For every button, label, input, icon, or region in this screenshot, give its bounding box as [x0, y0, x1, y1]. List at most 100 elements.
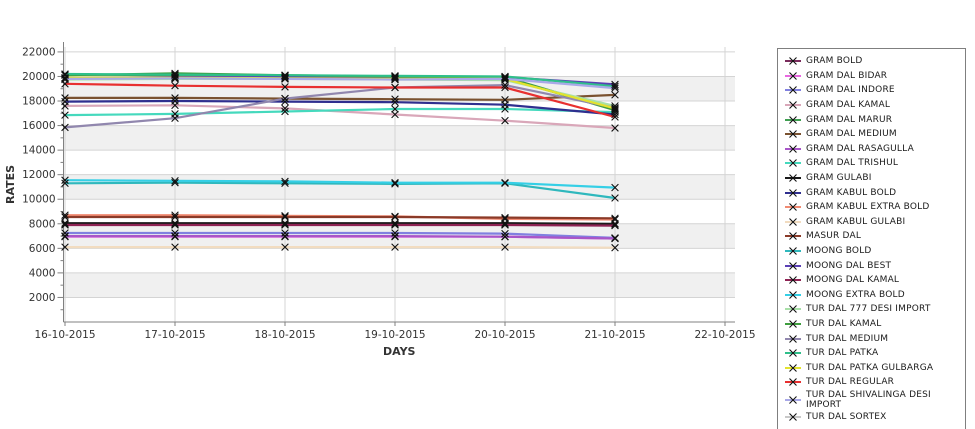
legend-swatch	[785, 86, 801, 95]
point-marker-x-icon	[611, 234, 619, 243]
line-marker-x-icon	[784, 85, 806, 95]
x-axis-title: DAYS	[383, 345, 416, 358]
point-marker-x-icon	[391, 105, 399, 113]
legend-swatch	[785, 413, 801, 421]
point-marker-x-icon	[501, 213, 509, 222]
point-marker-x-icon	[61, 229, 69, 237]
legend-swatch	[785, 217, 801, 226]
point-marker-x-icon	[391, 232, 399, 240]
point-marker-x-icon	[501, 100, 509, 109]
series-line	[65, 246, 616, 249]
legend-item-label: TUR DAL PATKA	[806, 348, 879, 359]
legend-swatch	[785, 349, 801, 358]
series-line	[65, 231, 616, 239]
legend-item-label: MASUR DAL	[806, 231, 862, 242]
legend-item: GRAM KABUL GULABI	[784, 215, 961, 230]
legend-item: MOONG DAL BEST	[784, 258, 961, 273]
series-line	[64, 82, 616, 119]
point-marker-x-icon	[281, 71, 289, 80]
legend-item: TUR DAL KAMAL	[784, 317, 961, 332]
legend-swatch	[785, 57, 801, 66]
point-marker-x-icon	[171, 221, 179, 229]
legend-item-label: GRAM DAL TRISHUL	[806, 158, 899, 169]
point-marker-x-icon	[171, 219, 179, 227]
point-marker-x-icon	[611, 215, 619, 224]
point-marker-x-icon	[281, 213, 289, 221]
point-marker-x-icon	[391, 98, 399, 107]
legend-swatch	[785, 395, 801, 404]
point-marker-x-icon	[501, 75, 509, 83]
legend-swatch	[785, 247, 801, 255]
series-line	[64, 107, 616, 117]
legend-item: GRAM KABUL BOLD	[784, 185, 961, 200]
y-tick-label: 18000	[22, 96, 55, 108]
point-marker-x-icon	[611, 91, 619, 99]
line-marker-x-icon	[784, 290, 806, 300]
line-marker-x-icon	[784, 275, 806, 285]
point-marker-x-icon	[501, 229, 509, 238]
line-marker-x-icon	[784, 129, 806, 139]
point-marker-x-icon	[611, 104, 619, 113]
legend-item: GRAM DAL MARUR	[784, 112, 961, 127]
legend-item: GRAM DAL RASAGULLA	[784, 142, 961, 157]
legend-item: GRAM DAL KAMAL	[784, 98, 961, 113]
line-marker-x-icon	[784, 188, 806, 198]
x-tick-label: 17-10-2015	[144, 329, 205, 341]
point-marker-x-icon	[171, 114, 179, 122]
line-marker-x-icon	[784, 319, 806, 329]
point-marker-x-icon	[281, 73, 289, 81]
point-marker-x-icon	[171, 74, 179, 83]
legend-item-label: MOONG DAL BEST	[806, 260, 892, 271]
point-marker-x-icon	[61, 211, 69, 219]
point-marker-x-icon	[281, 243, 289, 251]
legend-item-label: TUR DAL KAMAL	[806, 318, 882, 329]
line-marker-x-icon	[784, 100, 806, 110]
point-marker-x-icon	[61, 221, 69, 229]
point-marker-x-icon	[61, 97, 69, 106]
line-marker-x-icon	[784, 304, 806, 314]
y-tick-label: 6000	[29, 243, 56, 255]
series-line	[64, 181, 616, 200]
point-marker-x-icon	[61, 94, 69, 102]
legend-swatch	[785, 159, 801, 168]
point-marker-x-icon	[611, 214, 619, 223]
legend-swatch	[785, 334, 801, 343]
point-marker-x-icon	[171, 178, 179, 187]
point-marker-x-icon	[611, 80, 619, 89]
point-marker-x-icon	[391, 178, 399, 187]
legend-item-label: GRAM DAL KAMAL	[806, 100, 891, 111]
x-tick-label: 21-10-2015	[584, 329, 645, 341]
point-marker-x-icon	[171, 211, 179, 219]
point-marker-x-icon	[281, 104, 289, 113]
legend-item: TUR DAL MEDIUM	[784, 331, 961, 346]
legend-swatch	[785, 203, 801, 212]
legend-item-label: GRAM DAL BIDAR	[806, 70, 888, 81]
x-tick-label: 19-10-2015	[364, 329, 425, 341]
y-tick-label: 4000	[29, 267, 56, 279]
legend-item-label: GRAM DAL MEDIUM	[806, 129, 897, 140]
legend-item-label: MOONG EXTRA BOLD	[806, 289, 905, 300]
line-marker-x-icon	[784, 56, 806, 66]
series-line	[64, 179, 616, 189]
point-marker-x-icon	[611, 124, 619, 132]
point-marker-x-icon	[501, 73, 509, 82]
point-marker-x-icon	[281, 219, 289, 227]
point-marker-x-icon	[281, 229, 289, 237]
point-marker-x-icon	[281, 212, 289, 220]
legend-swatch	[785, 174, 801, 182]
point-marker-x-icon	[281, 179, 289, 188]
point-marker-x-icon	[611, 113, 619, 121]
x-tick-label: 22-10-2015	[694, 329, 755, 341]
line-marker-x-icon	[784, 158, 806, 168]
point-marker-x-icon	[281, 177, 289, 186]
legend-item-label: GRAM DAL MARUR	[806, 114, 893, 125]
legend-item-label: TUR DAL MEDIUM	[806, 333, 889, 344]
point-marker-x-icon	[501, 215, 509, 223]
y-tick-label: 22000	[22, 46, 55, 58]
legend-item-label: TUR DAL SHIVALINGA DESI IMPORT	[806, 389, 931, 410]
line-marker-x-icon	[784, 173, 806, 183]
legend-swatch	[785, 290, 801, 299]
point-marker-x-icon	[611, 84, 619, 92]
y-tick-label: 8000	[29, 218, 56, 230]
line-marker-x-icon	[784, 202, 806, 212]
